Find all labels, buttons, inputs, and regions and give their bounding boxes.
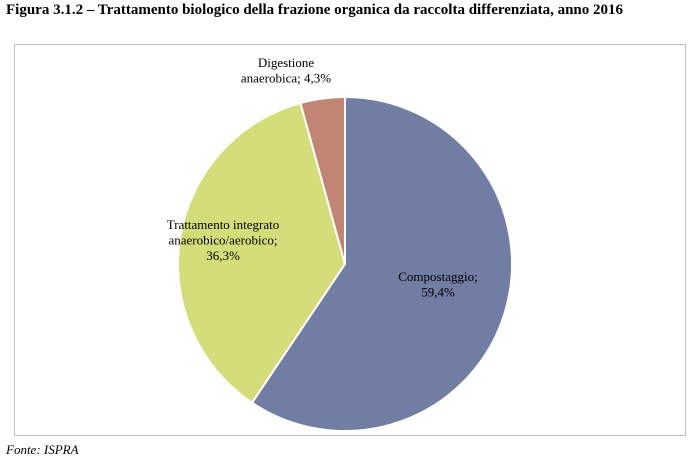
pie-chart: Compostaggio; 59,4% Trattamento integrato a… [167, 55, 513, 432]
figure-source: Fonte: ISPRA [6, 442, 79, 457]
slice-label-trattamento-integrato-anaerobico-aerobico: Trattamento integrato anaerobico/aerobico… [167, 217, 280, 263]
chart-area: Compostaggio; 59,4% Trattamento integrato a… [14, 44, 686, 436]
slice-label-compostaggio: Compostaggio; 59,4% [398, 269, 477, 300]
pie-slice-digestione-anaerobica [299, 96, 346, 265]
figure-title: Figura 3.1.2 – Trattamento biologico del… [6, 2, 624, 18]
pie-slice-trattamento-integrato-anaerobico-aerobico [177, 102, 346, 404]
pie-slice-compostaggio [251, 96, 513, 432]
slice-label-digestione-anaerobica: Digestione anaerobica; 4,3% [241, 55, 331, 86]
